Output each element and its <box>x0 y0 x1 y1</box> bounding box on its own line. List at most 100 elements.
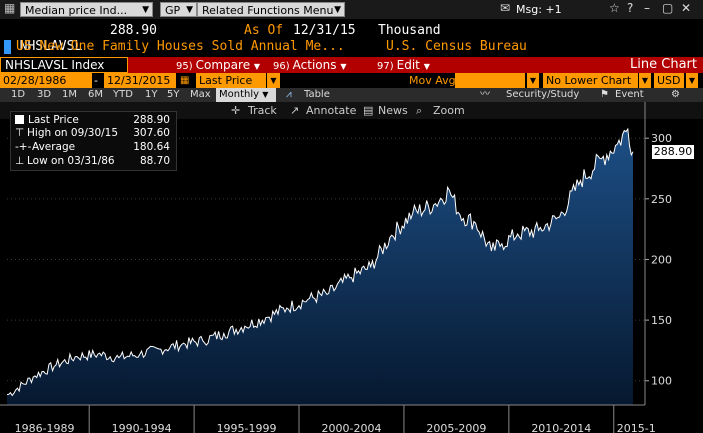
price-chart[interactable]: 100 150 200 250 300 1986-1989 1990-1994 1995-1… <box>0 102 703 433</box>
period-1d[interactable]: 1D <box>11 89 26 100</box>
maximize-icon[interactable]: ▢ <box>662 1 674 15</box>
track-button[interactable]: Track <box>248 104 277 117</box>
crosshair-icon[interactable]: ✛ <box>231 104 241 117</box>
chevron-down-icon: ▼ <box>334 5 341 15</box>
event-flag-icon[interactable]: ⚑ <box>600 89 609 100</box>
x-tick-label: 1995-1999 <box>217 422 277 433</box>
series-line <box>6 127 634 397</box>
legend-low-value: 88.70 <box>139 155 170 167</box>
currency-field[interactable]: USD <box>654 73 684 88</box>
parameter-bar: 02/28/1986 - 12/31/2015 ▦ Last Price ▼ M… <box>0 73 703 88</box>
favorite-icon[interactable]: ☆ <box>609 1 620 15</box>
lower-chart-dropdown[interactable]: No Lower Chart <box>543 73 638 88</box>
grid-icon[interactable]: ▦ <box>4 1 16 15</box>
period-1y[interactable]: 1Y <box>145 89 158 100</box>
date-separator: - <box>94 73 104 88</box>
mov-avg-field[interactable] <box>455 73 525 88</box>
chevron-down-icon: ▼ <box>253 62 261 71</box>
help-icon[interactable]: ? <box>627 1 634 15</box>
legend-high-label: High on 09/30/15 <box>27 127 119 139</box>
edit-button[interactable]: 97) Edit ▼ <box>377 57 430 73</box>
x-tick-label: 2010-2014 <box>531 422 591 433</box>
y-tick-label: 100 <box>651 375 672 388</box>
price-field-dropdown[interactable]: Last Price <box>196 73 266 88</box>
chevron-down-icon[interactable]: ▼ <box>639 73 651 88</box>
y-tick-label: 150 <box>651 314 672 327</box>
legend-high-value: 307.60 <box>133 127 170 139</box>
frequency-label: Monthly <box>219 89 260 100</box>
legend-average-label: Average <box>32 141 76 153</box>
series-description: US New One Family Houses Sold Annual Me.… <box>16 39 345 54</box>
related-functions-dropdown[interactable]: Related Functions Menu ▼ <box>197 2 345 17</box>
menu-dropdown[interactable]: GP ▼ <box>160 2 197 17</box>
function-bar: NHSLAVSL Index 95) Compare ▼ 96) Actions ▼… <box>0 57 703 73</box>
period-5y[interactable]: 5Y <box>167 89 180 100</box>
start-date-field[interactable]: 02/28/1986 <box>0 73 92 88</box>
actions-num: 96) <box>273 61 290 72</box>
legend-swatch-icon <box>15 115 24 124</box>
period-bar: 1D 3D 1M 6M YTD 1Y 5Y Max Monthly ▼ ⩘ Ta… <box>0 88 703 102</box>
legend-low-label: Low on 03/31/86 <box>27 155 115 167</box>
series-color-marker <box>4 40 11 54</box>
last-price-tag: 288.90 <box>652 144 694 159</box>
menu-dropdown-label: GP <box>165 4 181 17</box>
annotate-button[interactable]: Annotate <box>306 104 357 117</box>
mail-icon[interactable]: ✉ <box>500 1 511 15</box>
compare-label: Compare <box>195 58 251 72</box>
chart-legend[interactable]: Last Price 288.90 ⊤ High on 09/30/15 307.… <box>10 111 177 171</box>
period-1m[interactable]: 1M <box>62 89 77 100</box>
index-label: NHSLAVSL Index <box>5 58 105 72</box>
period-3d[interactable]: 3D <box>37 89 52 100</box>
period-max[interactable]: Max <box>190 89 211 100</box>
chevron-down-icon[interactable]: ▼ <box>527 73 539 88</box>
actions-button[interactable]: 96) Actions ▼ <box>273 57 346 73</box>
units: Thousand <box>378 23 441 38</box>
table-button[interactable]: Table <box>304 89 330 100</box>
x-tick-label: 2005-2009 <box>426 422 486 433</box>
chevron-down-icon: ▼ <box>262 90 269 99</box>
y-tick-label: 250 <box>651 193 672 206</box>
event-button[interactable]: Event <box>615 89 644 100</box>
settings-gear-icon[interactable]: ⚙ <box>671 89 680 100</box>
data-source: U.S. Census Bureau <box>386 39 527 54</box>
chevron-down-icon[interactable]: ▼ <box>267 73 280 88</box>
news-icon[interactable]: ▤ <box>363 104 374 117</box>
related-functions-label: Related Functions Menu <box>202 4 334 17</box>
y-axis: 100 150 200 250 300 <box>644 102 672 405</box>
as-of-label: As Of <box>244 23 284 38</box>
security-study-icon[interactable]: 〰 <box>480 89 490 100</box>
minimize-icon[interactable]: – <box>644 1 650 15</box>
message-count[interactable]: Msg: +1 <box>516 3 562 16</box>
y-tick-label: 200 <box>651 253 672 266</box>
security-dropdown[interactable]: Median price Ind... ▼ <box>20 2 153 17</box>
x-tick-label: 2000-2004 <box>321 422 381 433</box>
average-marker-icon: -+- <box>15 141 32 153</box>
header-line-1: NHSLAVSL <box>4 23 83 55</box>
period-6m[interactable]: 6M <box>88 89 103 100</box>
x-tick-label: 1986-1989 <box>15 422 75 433</box>
index-field[interactable]: NHSLAVSL Index <box>0 57 128 73</box>
actions-label: Actions <box>292 58 337 72</box>
legend-low: ⊥ Low on 03/31/86 <box>15 155 115 168</box>
security-study-button[interactable]: Security/Study <box>506 89 580 100</box>
line-chart-icon[interactable]: ⩘ <box>286 89 292 100</box>
compare-button[interactable]: 95) Compare ▼ <box>176 57 260 73</box>
mov-avg-label[interactable]: Mov Avg <box>409 73 456 88</box>
y-tick-label: 300 <box>651 132 672 145</box>
period-ytd[interactable]: YTD <box>113 89 133 100</box>
chevron-down-icon: ▼ <box>340 62 347 71</box>
zoom-icon[interactable]: ⌕ <box>416 104 423 117</box>
annotate-icon[interactable]: ↗ <box>290 104 300 117</box>
as-of-date: 12/31/15 <box>293 23 356 38</box>
compare-num: 95) <box>176 61 193 72</box>
chevron-down-icon[interactable]: ▼ <box>686 73 698 88</box>
zoom-button[interactable]: Zoom <box>433 104 465 117</box>
calendar-icon[interactable]: ▦ <box>180 73 190 88</box>
frequency-dropdown[interactable]: Monthly ▼ <box>216 88 276 102</box>
news-button[interactable]: News <box>378 104 408 117</box>
x-tick-label: 2015-1 <box>617 422 656 433</box>
legend-last-price-value: 288.90 <box>133 114 170 126</box>
end-date-field[interactable]: 12/31/2015 <box>104 73 176 88</box>
lower-chart-label: No Lower Chart <box>546 74 632 87</box>
close-icon[interactable]: ✕ <box>681 1 692 15</box>
